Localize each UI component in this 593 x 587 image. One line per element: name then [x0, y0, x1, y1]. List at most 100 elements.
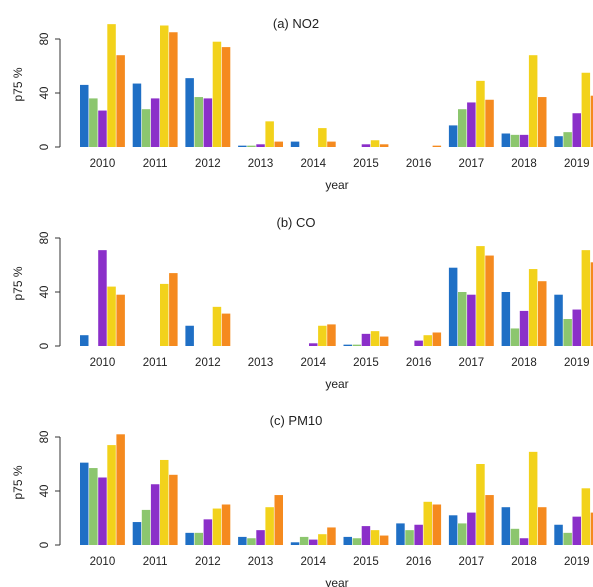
bar	[458, 292, 467, 346]
bar	[448, 267, 458, 346]
bar	[212, 41, 222, 148]
y-tick-label: 0	[39, 542, 51, 548]
bar	[361, 144, 371, 147]
x-tick-label: 2013	[248, 158, 274, 170]
bar	[265, 121, 274, 147]
bar	[519, 134, 529, 147]
x-tick-label: 2016	[406, 556, 432, 568]
bar	[379, 336, 389, 346]
bar	[309, 343, 318, 346]
bar	[327, 527, 336, 545]
y-axis-label: p75 %	[11, 67, 25, 101]
bar	[361, 526, 371, 545]
y-tick-label: 0	[39, 343, 51, 349]
bar	[510, 528, 520, 545]
bar	[414, 340, 423, 346]
bar	[150, 98, 160, 147]
x-tick-label: 2016	[406, 158, 432, 170]
bar	[379, 535, 389, 545]
bar	[98, 250, 107, 346]
bar	[98, 110, 107, 147]
bar	[160, 25, 169, 147]
x-tick-label: 2011	[143, 357, 168, 369]
bar	[169, 474, 178, 545]
bar	[379, 144, 389, 147]
bar	[396, 523, 405, 545]
bar	[432, 332, 442, 346]
bar	[414, 524, 423, 545]
bar	[327, 141, 336, 147]
y-tick-label: 40	[39, 485, 51, 498]
y-tick-label: 0	[39, 144, 51, 150]
x-tick-label: 2017	[459, 556, 485, 568]
x-tick-label: 2010	[90, 158, 116, 170]
bar	[141, 509, 151, 545]
bar	[563, 532, 572, 545]
bar	[590, 95, 593, 147]
bar	[80, 462, 89, 545]
bar	[80, 335, 89, 346]
bar	[519, 538, 529, 545]
y-axis-label: p75 %	[11, 465, 25, 499]
bar	[370, 140, 380, 147]
bar	[485, 99, 494, 147]
bar	[309, 539, 318, 545]
x-tick-label: 2014	[300, 158, 326, 170]
x-tick-label: 2016	[406, 357, 432, 369]
bar	[185, 325, 194, 346]
bar	[563, 319, 572, 346]
bar	[501, 292, 511, 346]
x-tick-label: 2015	[353, 158, 379, 170]
bar	[538, 97, 547, 147]
x-tick-label: 2017	[459, 158, 485, 170]
bar	[98, 477, 107, 545]
x-tick-label: 2018	[511, 357, 537, 369]
x-tick-label: 2010	[90, 556, 116, 568]
bar	[185, 532, 194, 545]
bar	[247, 538, 256, 545]
bar	[458, 109, 467, 147]
bar	[116, 434, 125, 545]
x-tick-label: 2011	[143, 158, 168, 170]
bar	[448, 125, 458, 147]
x-tick-label: 2013	[248, 357, 274, 369]
bar	[361, 333, 371, 346]
bar	[247, 145, 256, 147]
bar	[265, 507, 274, 545]
bar	[528, 451, 538, 545]
bar	[221, 313, 231, 346]
bar	[318, 128, 327, 147]
bar	[538, 281, 547, 346]
bar	[485, 495, 494, 545]
bar	[467, 102, 476, 147]
bar	[370, 530, 380, 545]
x-tick-label: 2010	[90, 357, 116, 369]
bar	[256, 144, 265, 147]
x-tick-label: 2019	[564, 158, 590, 170]
bar	[274, 141, 283, 147]
bar	[203, 519, 213, 545]
x-tick-label: 2018	[511, 556, 537, 568]
x-tick-label: 2017	[459, 357, 485, 369]
bar	[327, 324, 336, 346]
bar	[160, 283, 169, 346]
bar	[132, 83, 142, 147]
bar	[221, 504, 231, 545]
bar	[405, 530, 414, 545]
x-tick-label: 2019	[564, 357, 590, 369]
bar	[212, 306, 222, 346]
y-tick-label: 80	[39, 33, 51, 46]
x-tick-label: 2019	[564, 556, 590, 568]
bar	[132, 522, 142, 545]
bar	[554, 136, 563, 147]
bar	[458, 523, 467, 545]
x-tick-label: 2015	[353, 556, 379, 568]
bar	[448, 515, 458, 545]
bar	[572, 516, 581, 545]
bar	[432, 145, 442, 147]
x-axis-label: year	[325, 576, 348, 587]
bar	[290, 141, 300, 147]
bar	[318, 534, 327, 545]
bar	[238, 536, 247, 545]
